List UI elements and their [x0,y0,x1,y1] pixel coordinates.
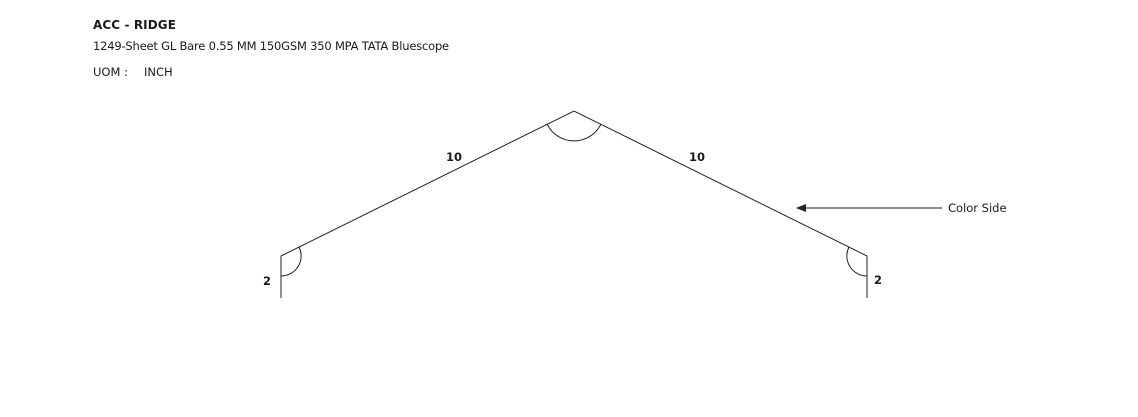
ridge-profile-line [280,110,868,298]
drawing-header: ACC - RIDGE 1249-Sheet GL Bare 0.55 MM 1… [93,17,449,80]
uom-value: INCH [144,65,173,79]
material-description: 1249-Sheet GL Bare 0.55 MM 150GSM 350 MP… [93,39,449,53]
product-title: ACC - RIDGE [93,18,177,32]
apex-angle-arc [546,123,602,142]
right-slope-dimension: 10 [689,150,705,164]
right-hem-dimension: 2 [874,273,882,287]
color-side-label: Color Side [948,201,1007,215]
left-slope-dimension: 10 [446,150,462,164]
uom-row: UOM : INCH [93,64,449,80]
right-bend-angle-arc [846,246,868,277]
uom-label: UOM : [93,65,128,79]
left-hem-dimension: 2 [263,274,271,288]
left-bend-angle-arc [280,246,302,277]
